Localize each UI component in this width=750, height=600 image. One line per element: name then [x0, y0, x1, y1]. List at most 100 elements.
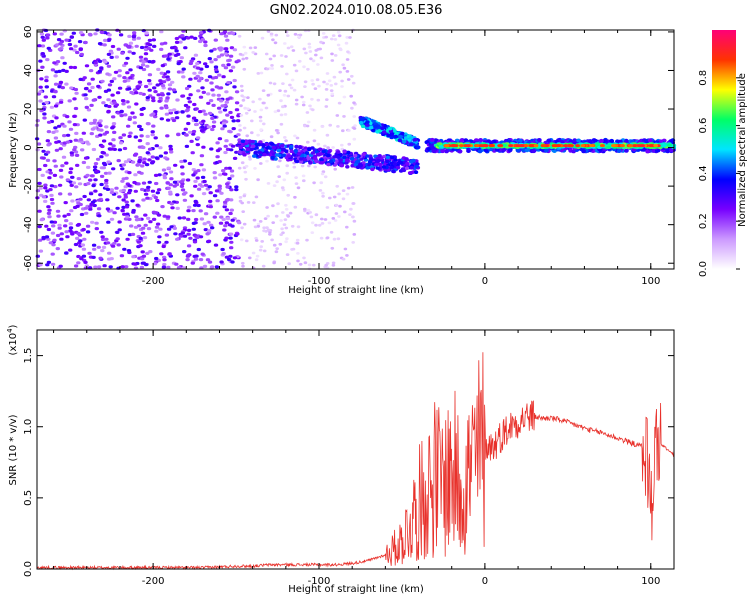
- spectrogram-cell: [279, 144, 285, 148]
- spectrogram-cell: [78, 197, 83, 201]
- spectrogram-cell: [119, 254, 125, 258]
- spectrogram-cell: [194, 122, 199, 126]
- spectrogram-cell: [61, 68, 66, 72]
- spectrogram-cell: [221, 217, 226, 222]
- spectrogram-cell: [179, 184, 185, 188]
- spectrogram-cell: [369, 125, 374, 130]
- spectrogram-cell: [321, 194, 325, 198]
- spectrogram-cell: [272, 54, 277, 58]
- spectrogram-cell: [124, 205, 130, 209]
- spectrogram-cell: [271, 38, 275, 42]
- spectrogram-cell: [150, 155, 155, 159]
- spectrogram-cell: [132, 88, 138, 92]
- spectrogram-cell: [45, 33, 51, 37]
- spectrogram-cell: [91, 184, 96, 188]
- spectrogram-cell: [156, 240, 162, 244]
- spectrogram-cell: [41, 235, 46, 240]
- spectrogram-cell: [164, 240, 169, 244]
- spectrogram-cell: [155, 222, 161, 226]
- spectrogram-cell: [310, 151, 316, 155]
- spectrogram-cell: [262, 122, 266, 126]
- spectrogram-cell: [536, 138, 542, 142]
- spectrogram-cell: [158, 79, 163, 83]
- spectrogram-cell: [313, 156, 318, 161]
- spectrogram-cell: [244, 139, 249, 144]
- spectrogram-cell: [140, 231, 146, 235]
- spectrogram-cell: [75, 50, 80, 55]
- spectrogram-cell: [53, 126, 58, 130]
- spectrogram-cell: [326, 162, 331, 167]
- y-tick-label: 0.5: [23, 490, 34, 506]
- colorbar-tick-label: 0.8: [698, 70, 709, 86]
- spectrogram-cell: [83, 40, 88, 45]
- spectrogram-cell: [279, 54, 284, 57]
- spectrogram-cell: [217, 137, 223, 141]
- spectrogram-cell: [150, 96, 156, 100]
- spectrogram-cell: [241, 264, 245, 268]
- spectrogram-cell: [88, 69, 94, 73]
- spectrogram-cell: [239, 113, 244, 117]
- spectrogram-cell: [153, 115, 158, 119]
- spectrogram-cell: [77, 40, 83, 44]
- spectrogram-cell: [187, 205, 192, 209]
- spectrogram-cell: [213, 58, 218, 62]
- spectrogram-cell: [134, 102, 139, 106]
- spectrogram-cell: [338, 204, 342, 208]
- spectrogram-cell: [83, 260, 88, 264]
- spectrogram-cell: [196, 187, 202, 191]
- spectrogram-cell: [116, 243, 121, 247]
- spectrogram-cell: [179, 56, 184, 60]
- spectrogram-cell: [180, 188, 186, 192]
- spectrogram-cell: [328, 159, 334, 164]
- spectrogram-cell: [229, 148, 234, 152]
- spectrogram-cell: [100, 30, 105, 35]
- spectrogram-cell: [39, 218, 44, 222]
- spectrogram-cell: [150, 133, 155, 137]
- spectrogram-cell: [306, 120, 311, 124]
- spectrogram-cell: [286, 46, 291, 50]
- spectrogram-cell: [351, 202, 356, 205]
- spectrogram-cell: [230, 144, 236, 148]
- spectrogram-cell: [47, 208, 52, 212]
- spectrogram-cell: [294, 159, 300, 164]
- spectrogram-cell: [84, 97, 89, 101]
- spectrogram-cell: [209, 223, 214, 227]
- snr-ylabel: SNR (10 * v/v): [8, 414, 19, 485]
- colorbar-ticks: 0.00.20.40.60.8: [698, 70, 740, 277]
- spectrogram-cell: [62, 61, 67, 65]
- spectrogram-cell: [426, 147, 432, 151]
- spectrogram-cell: [296, 259, 300, 263]
- spectrogram-cell: [106, 109, 111, 113]
- spectrogram-cell: [324, 263, 329, 267]
- spectrogram-cell: [139, 107, 144, 111]
- spectrogram-cell: [306, 147, 312, 152]
- spectrogram-cell: [205, 258, 211, 262]
- spectrogram-cell: [165, 118, 171, 122]
- spectrogram-cell: [120, 208, 125, 213]
- spectrogram-cell: [238, 128, 242, 132]
- spectrogram-cell: [55, 209, 61, 213]
- spectrogram-cell: [188, 93, 193, 97]
- spectrogram-cell: [83, 93, 88, 97]
- spectrogram-cell: [134, 218, 140, 222]
- spectrogram-cell: [40, 35, 45, 39]
- spectrogram-cell: [50, 231, 56, 235]
- spectrogram-cell: [185, 36, 191, 40]
- spectrogram-cell: [212, 47, 217, 51]
- spectrogram-cell: [330, 52, 334, 56]
- spectrogram-cell: [263, 217, 268, 221]
- spectrogram-cell: [126, 158, 132, 162]
- spectrogram-cell: [192, 71, 197, 75]
- spectrogram-cell: [180, 172, 185, 176]
- spectrogram-cell: [290, 224, 295, 228]
- spectrogram-cell: [212, 194, 218, 198]
- spectrogram-cell: [186, 105, 191, 109]
- spectrogram-cell: [276, 202, 280, 206]
- spectrogram-cell: [51, 130, 56, 134]
- spectrogram-cell: [159, 47, 164, 52]
- spectrogram-cell: [206, 239, 212, 243]
- spectrogram-cell: [209, 265, 215, 269]
- spectrogram-cell: [330, 92, 335, 96]
- spectrogram-cell: [245, 239, 249, 243]
- spectrogram-cell: [53, 136, 59, 140]
